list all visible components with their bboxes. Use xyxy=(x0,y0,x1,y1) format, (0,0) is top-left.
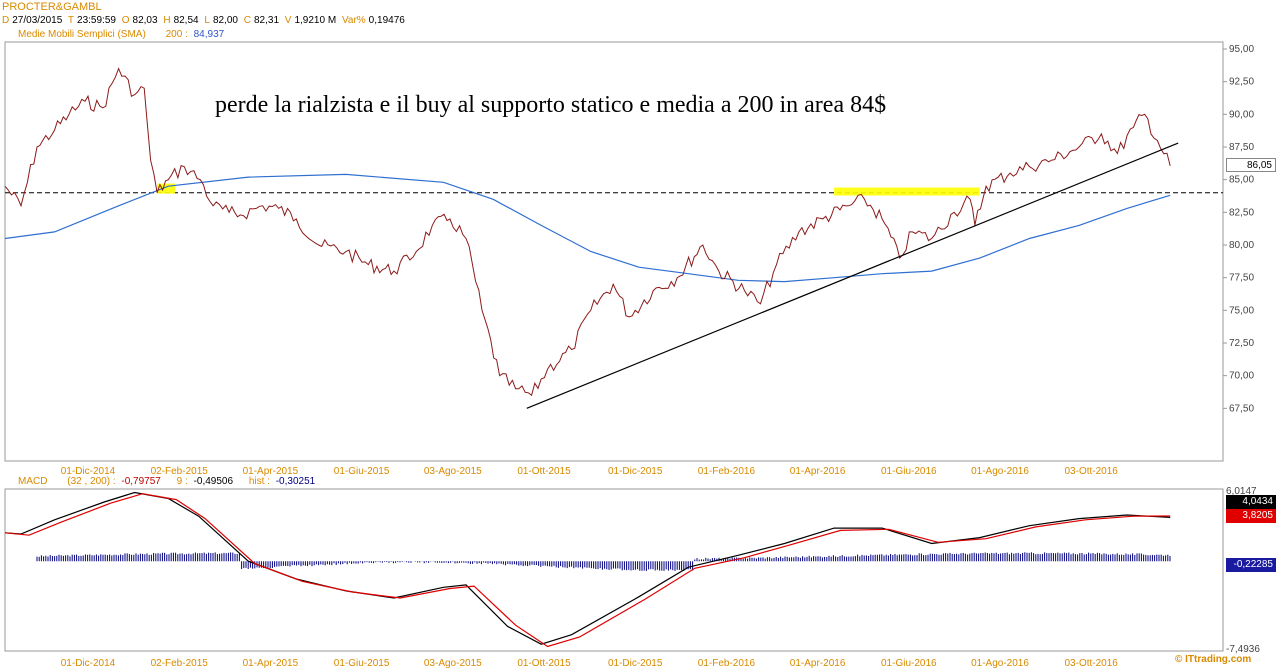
macd-axis-top: 6,0147 xyxy=(1226,486,1257,497)
macd-x-tick-label: 01-Apr-2015 xyxy=(243,658,299,668)
price-x-tick-label: 01-Apr-2016 xyxy=(790,466,846,477)
macd-x-tick-label: 01-Giu-2015 xyxy=(334,658,390,668)
macd-x-axis: 01-Dic-2014 02-Feb-2015 01-Apr-2015 01-Giu-… xyxy=(61,658,1119,668)
sma-period: 200 : xyxy=(165,29,188,40)
price-x-tick-label: 01-Feb-2016 xyxy=(698,466,756,477)
price-y-tick-label: 87,50 xyxy=(1229,142,1254,153)
d-value: 27/03/2015 xyxy=(12,15,63,26)
macd-axis-bottom: -7,4936 xyxy=(1226,644,1260,655)
price-y-tick-label: 67,50 xyxy=(1229,403,1254,414)
macd-histogram xyxy=(36,552,1171,571)
macd-x-tick-label: 01-Dic-2015 xyxy=(608,658,663,668)
sma-value: 84,937 xyxy=(193,29,225,40)
chart-annotation: perde la rialzista e il buy al supporto … xyxy=(215,92,886,118)
macd-x-tick-label: 01-Ott-2015 xyxy=(517,658,571,668)
l-label: L xyxy=(204,15,210,26)
macd-last-badge: 4,0434 xyxy=(1226,495,1276,509)
price-y-axis: 67,50 70,00 72,50 75,00 77,50 80,00 82,50 85,00… xyxy=(1223,44,1254,414)
price-y-tick-label: 90,00 xyxy=(1229,109,1254,120)
price-y-tick-label: 72,50 xyxy=(1229,338,1254,349)
support-highlight-1 xyxy=(157,183,176,194)
price-y-tick-label: 95,00 xyxy=(1229,44,1254,55)
price-y-tick-label: 75,00 xyxy=(1229,305,1254,316)
price-x-tick-label: 01-Giu-2015 xyxy=(334,466,390,477)
quote-line: D 27/03/2015 T 23:59:59 O 82,03 H 82,54 L 82,… xyxy=(2,15,408,26)
price-x-tick-label: 01-Dic-2015 xyxy=(608,466,663,477)
price-x-tick-label: 03-Ott-2016 xyxy=(1065,466,1119,477)
l-value: 82,00 xyxy=(212,15,238,26)
macd-line xyxy=(4,491,1171,645)
sma-200-line xyxy=(4,173,1171,283)
price-x-tick-label: 01-Dic-2014 xyxy=(61,466,116,477)
signal-label: 9 : xyxy=(176,476,188,487)
macd-x-tick-label: 01-Dic-2014 xyxy=(61,658,116,668)
price-x-tick-label: 02-Feb-2015 xyxy=(151,466,209,477)
price-x-tick-label: 01-Ott-2015 xyxy=(517,466,571,477)
o-value: 82,03 xyxy=(132,15,158,26)
var-label: Var% xyxy=(341,15,366,26)
h-label: H xyxy=(163,15,171,26)
macd-x-tick-label: 02-Feb-2015 xyxy=(151,658,209,668)
macd-x-tick-label: 01-Feb-2016 xyxy=(698,658,756,668)
price-y-tick-label: 82,50 xyxy=(1229,207,1254,218)
o-label: O xyxy=(121,15,130,26)
v-label: V xyxy=(284,15,292,26)
price-x-tick-label: 03-Ago-2015 xyxy=(424,466,482,477)
hist-value: -0,30251 xyxy=(275,476,316,487)
price-x-tick-label: 01-Giu-2016 xyxy=(881,466,937,477)
signal-line xyxy=(4,493,1171,648)
d-label: D xyxy=(2,15,10,26)
v-value: 1,9210 M xyxy=(294,15,337,26)
hist-last-badge: -0,22285 xyxy=(1226,558,1276,572)
price-panel-frame xyxy=(4,41,1224,462)
uptrend-line xyxy=(526,142,1179,409)
price-y-tick-label: 70,00 xyxy=(1229,371,1254,382)
macd-panel-frame xyxy=(4,488,1224,652)
macd-params: (32 , 200) : xyxy=(67,476,116,487)
watermark: © ITtrading.com xyxy=(1175,654,1252,665)
hist-label: hist : xyxy=(248,476,270,487)
c-label: C xyxy=(243,15,251,26)
support-highlight-2 xyxy=(834,187,980,196)
price-x-axis: 01-Dic-2014 02-Feb-2015 01-Apr-2015 01-Giu-… xyxy=(61,466,1119,477)
sma-legend: Medie Mobili Semplici (SMA) 200 : 84,937 xyxy=(18,29,227,40)
macd-label: MACD xyxy=(18,476,48,487)
price-y-tick-label: 77,50 xyxy=(1229,273,1254,284)
price-y-tick-label: 85,00 xyxy=(1229,175,1254,186)
macd-x-tick-label: 01-Apr-2016 xyxy=(790,658,846,668)
price-x-tick-label: 01-Ago-2016 xyxy=(971,466,1029,477)
price-y-tick-label: 80,00 xyxy=(1229,240,1254,251)
price-x-tick-label: 01-Apr-2015 xyxy=(243,466,299,477)
symbol-title: PROCTER&GAMBL xyxy=(2,1,102,13)
signal-last-badge: 3,8205 xyxy=(1226,509,1276,523)
macd-legend: MACD (32 , 200) : -0,79757 9 : -0,49506 … xyxy=(18,476,318,487)
price-y-tick-label: 92,50 xyxy=(1229,77,1254,88)
macd-x-tick-label: 03-Ott-2016 xyxy=(1065,658,1119,668)
var-value: 0,19476 xyxy=(368,15,405,26)
last-price-badge: 86,05 xyxy=(1226,158,1276,172)
t-value: 23:59:59 xyxy=(77,15,116,26)
t-label: T xyxy=(67,15,75,26)
macd-x-tick-label: 03-Ago-2015 xyxy=(424,658,482,668)
sma-label: Medie Mobili Semplici (SMA) xyxy=(18,29,146,40)
h-value: 82,54 xyxy=(173,15,199,26)
macd-x-tick-label: 01-Ago-2016 xyxy=(971,658,1029,668)
c-value: 82,31 xyxy=(253,15,280,26)
macd-value: -0,79757 xyxy=(121,476,161,487)
signal-value: -0,49506 xyxy=(193,476,234,487)
macd-x-tick-label: 01-Giu-2016 xyxy=(881,658,937,668)
